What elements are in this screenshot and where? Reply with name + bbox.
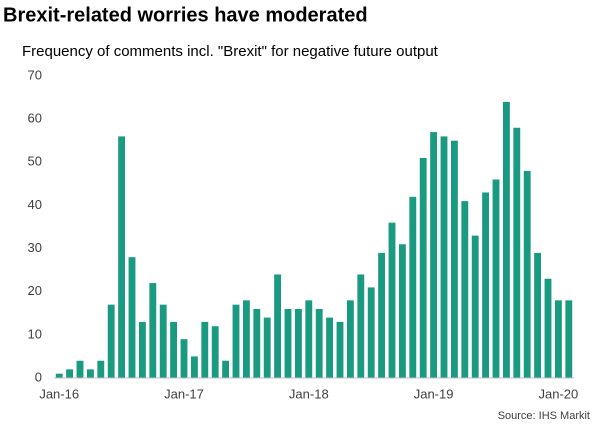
bar — [86, 369, 94, 378]
y-tick-label: 40 — [28, 197, 42, 212]
bar — [409, 196, 417, 378]
y-tick-label: 0 — [35, 369, 42, 384]
bar — [211, 326, 219, 378]
chart-title: Brexit-related worries have moderated — [3, 4, 368, 26]
bar — [138, 321, 146, 378]
x-tick-label: Jan-16 — [39, 386, 79, 401]
bar — [222, 360, 230, 378]
bar — [565, 300, 573, 378]
y-tick-label: 30 — [28, 240, 42, 255]
bar — [346, 300, 354, 378]
bar — [554, 300, 562, 378]
bar — [471, 235, 479, 378]
bar — [450, 140, 458, 378]
bar — [263, 317, 271, 378]
y-tick-label: 20 — [28, 283, 42, 298]
bar — [284, 308, 292, 378]
bar — [440, 136, 448, 378]
bar — [242, 300, 250, 378]
x-tick-label: Jan-20 — [539, 386, 579, 401]
bar — [107, 304, 115, 378]
bar — [159, 304, 167, 378]
bar — [294, 308, 302, 378]
bar — [326, 317, 334, 378]
bar — [482, 192, 490, 378]
y-tick-label: 10 — [28, 326, 42, 341]
bar — [118, 136, 126, 378]
bar — [502, 101, 510, 378]
y-tick-label: 70 — [28, 67, 42, 82]
chart-subtitle: Frequency of comments incl. "Brexit" for… — [22, 43, 439, 60]
bar — [461, 201, 469, 378]
bar — [357, 274, 365, 378]
bar — [274, 274, 282, 378]
y-tick-label: 60 — [28, 111, 42, 126]
bar — [66, 369, 74, 378]
bar — [76, 360, 84, 378]
bar — [336, 321, 344, 378]
bar — [398, 244, 406, 378]
bar — [170, 321, 178, 378]
bar — [149, 283, 157, 378]
bar — [388, 222, 396, 378]
bar — [544, 278, 552, 378]
bar — [232, 304, 240, 378]
bar — [253, 308, 261, 378]
bar — [315, 308, 323, 378]
x-tick-label: Jan-19 — [414, 386, 454, 401]
bar — [190, 356, 198, 378]
bar — [523, 170, 531, 378]
bar — [367, 287, 375, 378]
bar — [513, 127, 521, 379]
x-tick-label: Jan-17 — [164, 386, 204, 401]
bar — [305, 300, 313, 378]
bar — [492, 179, 500, 378]
bar — [378, 252, 386, 378]
bar — [201, 321, 209, 378]
bar — [430, 132, 438, 378]
y-tick-label: 50 — [28, 154, 42, 169]
x-tick-label: Jan-18 — [289, 386, 329, 401]
bar — [97, 360, 105, 378]
bar — [534, 252, 542, 378]
bar — [55, 373, 63, 378]
bar — [180, 339, 188, 378]
source: Source: IHS Markit — [498, 410, 590, 422]
bar — [128, 257, 136, 378]
bar — [419, 157, 427, 378]
